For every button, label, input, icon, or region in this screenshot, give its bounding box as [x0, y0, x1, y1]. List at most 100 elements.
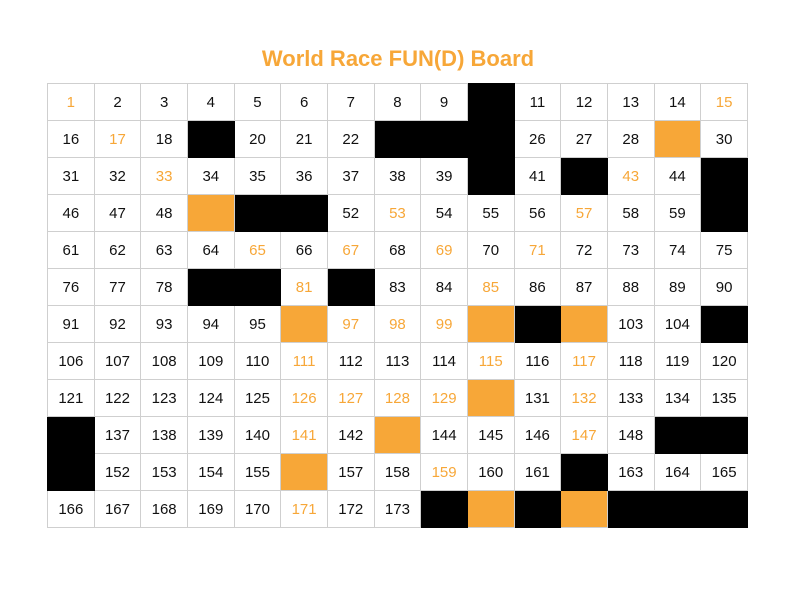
board-cell: 109 [186, 342, 235, 380]
board-cell: 48 [140, 194, 188, 232]
blocked-cell [326, 268, 375, 306]
board-cell: 90 [700, 268, 748, 306]
highlighted-cell [373, 416, 422, 454]
board-cell: 145 [466, 416, 515, 454]
board-cell: 54 [420, 194, 468, 232]
board-cell: 2 [93, 83, 142, 121]
board-cell: 122 [93, 379, 142, 417]
board-cell: 155 [233, 453, 282, 491]
board-cell: 129 [420, 379, 468, 417]
board-cell: 39 [420, 157, 468, 195]
board-cell: 47 [93, 194, 142, 232]
board-cell: 20 [233, 120, 282, 158]
board-cell: 11 [513, 83, 562, 121]
board-cell: 133 [606, 379, 655, 417]
board-cell: 173 [373, 490, 422, 528]
board-cell: 132 [560, 379, 608, 417]
board-cell: 59 [653, 194, 702, 232]
board-cell: 115 [466, 342, 515, 380]
board-cell: 55 [466, 194, 515, 232]
board-cell: 128 [373, 379, 422, 417]
blocked-cell [466, 120, 515, 158]
board-cell: 62 [93, 231, 142, 269]
board-cell: 135 [700, 379, 748, 417]
board-cell: 16 [47, 120, 95, 158]
board-row: 31 32 33 34 35 36 37 38 39 41 43 44 [47, 157, 748, 195]
board-cell: 89 [653, 268, 702, 306]
board-cell: 158 [373, 453, 422, 491]
blocked-cell [47, 416, 95, 454]
board-cell: 15 [700, 83, 748, 121]
board-cell: 94 [186, 305, 235, 343]
board-cell: 17 [93, 120, 142, 158]
board-cell: 104 [653, 305, 702, 343]
blocked-cell [420, 120, 468, 158]
board-cell: 114 [420, 342, 468, 380]
board-cell: 35 [233, 157, 282, 195]
board-cell: 160 [466, 453, 515, 491]
board-cell: 137 [93, 416, 142, 454]
board-cell: 37 [326, 157, 375, 195]
board-cell: 13 [606, 83, 655, 121]
blocked-cell [700, 194, 748, 232]
board-cell: 58 [606, 194, 655, 232]
board-cell: 154 [186, 453, 235, 491]
board-cell: 86 [513, 268, 562, 306]
board-cell: 6 [280, 83, 328, 121]
blocked-cell [653, 490, 702, 528]
board-cell: 166 [47, 490, 95, 528]
board-cell: 118 [606, 342, 655, 380]
board-cell: 99 [420, 305, 468, 343]
board-cell: 67 [326, 231, 375, 269]
board-cell: 46 [47, 194, 95, 232]
board-cell: 157 [326, 453, 375, 491]
blocked-cell [606, 490, 655, 528]
board-cell: 44 [653, 157, 702, 195]
blocked-cell [513, 490, 562, 528]
board-row: 106 107 108 109 110 111 112 113 114 115 116 117 118 1… [47, 342, 748, 380]
board-cell: 164 [653, 453, 702, 491]
board-cell: 68 [373, 231, 422, 269]
board-cell: 31 [47, 157, 95, 195]
board-cell: 108 [140, 342, 188, 380]
board-cell: 117 [560, 342, 608, 380]
board-cell: 78 [140, 268, 188, 306]
blocked-cell [700, 305, 748, 343]
board-cell: 27 [560, 120, 608, 158]
board-cell: 12 [560, 83, 608, 121]
blocked-cell [373, 120, 422, 158]
board-cell: 30 [700, 120, 748, 158]
board-cell: 167 [93, 490, 142, 528]
board-row: 166 167 168 169 170 171 172 173 [47, 490, 748, 528]
board-cell: 169 [186, 490, 235, 528]
board-cell: 91 [47, 305, 95, 343]
board-cell: 9 [420, 83, 468, 121]
board-cell: 63 [140, 231, 188, 269]
board-cell: 28 [606, 120, 655, 158]
board-cell: 144 [420, 416, 468, 454]
board-cell: 134 [653, 379, 702, 417]
board-cell: 93 [140, 305, 188, 343]
blocked-cell [560, 453, 608, 491]
board-cell: 83 [373, 268, 422, 306]
board-row: 152 153 154 155 157 158 159 160 161 163 164 165 [47, 453, 748, 491]
board-cell: 152 [93, 453, 142, 491]
blocked-cell [466, 83, 515, 121]
board-cell: 41 [513, 157, 562, 195]
board-cell: 66 [280, 231, 328, 269]
board-cell: 34 [186, 157, 235, 195]
highlighted-cell [466, 490, 515, 528]
board-cell: 8 [373, 83, 422, 121]
board-cell: 116 [513, 342, 562, 380]
board-cell: 112 [326, 342, 375, 380]
board-cell: 84 [420, 268, 468, 306]
highlighted-cell [466, 305, 515, 343]
highlighted-cell [280, 305, 328, 343]
board-cell: 126 [280, 379, 328, 417]
board-row: 91 92 93 94 95 97 98 99 103 104 [47, 305, 748, 343]
board-cell: 161 [513, 453, 562, 491]
board-row: 137 138 139 140 141 142 144 145 146 147 148 [47, 416, 748, 454]
board-cell: 87 [560, 268, 608, 306]
board-cell: 103 [606, 305, 655, 343]
board-cell: 85 [466, 268, 515, 306]
